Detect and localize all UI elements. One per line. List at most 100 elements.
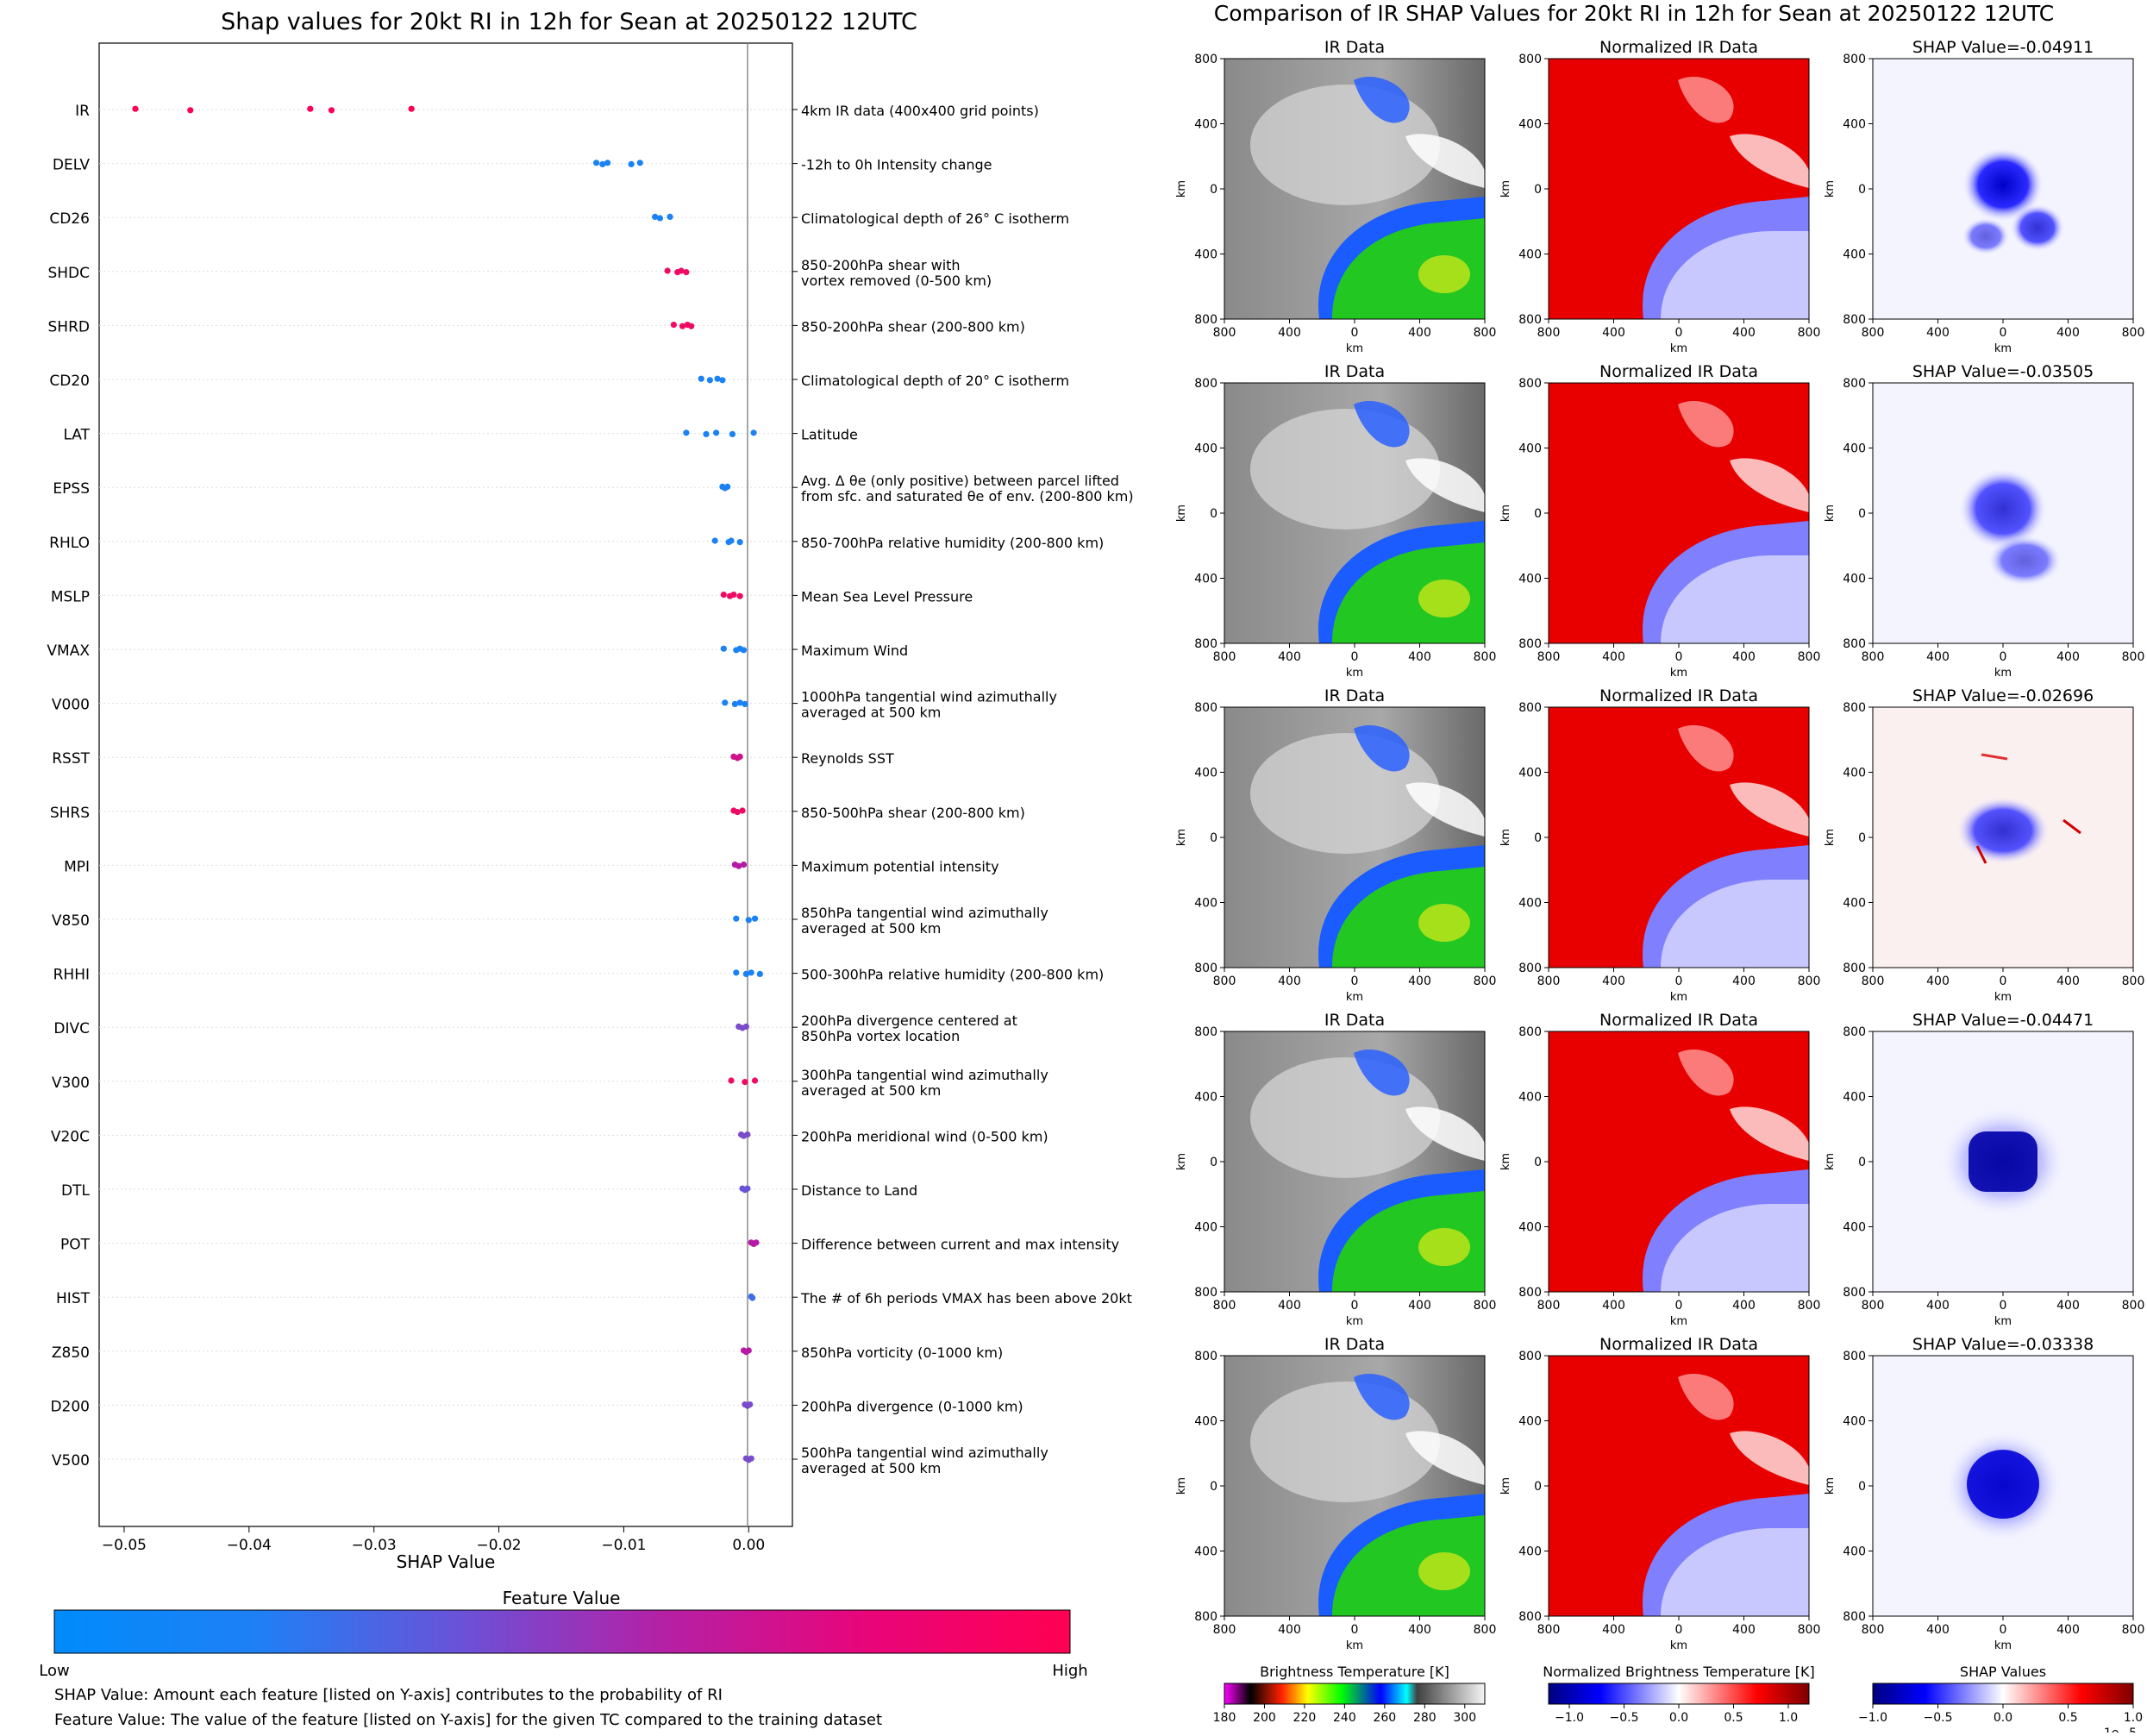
- x-tick-label: 0.00: [732, 1537, 765, 1554]
- panel-row: IR Data80080040040000400400800800kmkmNor…: [1175, 686, 2144, 1004]
- y-tick-label: 800: [1194, 1610, 1217, 1624]
- x-tick-label: 800: [1862, 975, 1885, 988]
- y-tick-label: 400: [1194, 1415, 1217, 1429]
- feature-label: MSLP: [51, 588, 90, 605]
- feature-label: MPI: [64, 858, 90, 875]
- ir-shap-comparison-chart: Comparison of IR SHAP Values for 20kt RI…: [1175, 1, 2144, 1736]
- x-tick-label: 400: [1278, 650, 1301, 664]
- shap-point: [750, 429, 757, 436]
- y-tick-label: 800: [1518, 377, 1542, 391]
- colorbar-tick-label: −0.5: [1924, 1711, 1953, 1725]
- y-axis-label: km: [1499, 180, 1512, 197]
- y-axis-label: km: [1824, 1153, 1837, 1170]
- shap-point: [734, 809, 741, 816]
- ir-cloud-band: [1354, 1374, 1410, 1420]
- feature-label: CD20: [49, 373, 90, 390]
- shap-point: [664, 267, 671, 274]
- y-tick-label: 0: [1858, 507, 1866, 521]
- colorbar-tick-label: −1.0: [1858, 1711, 1887, 1725]
- y-tick-label: 400: [1194, 767, 1217, 780]
- x-tick-label: 400: [1408, 650, 1431, 664]
- shap-panel-title: SHAP Value=-0.03338: [1912, 1335, 2094, 1354]
- x-axis-label: km: [1346, 1315, 1363, 1328]
- x-axis-label: km: [1994, 1639, 2012, 1652]
- feature-label: V20C: [51, 1128, 90, 1145]
- feature-label: D200: [50, 1398, 90, 1415]
- y-tick-label: 400: [1843, 1091, 1866, 1105]
- ir-bright-band: [1405, 1106, 1485, 1161]
- y-tick-label: 0: [1534, 1480, 1542, 1494]
- note-feature-value: Feature Value: The value of the feature …: [54, 1711, 882, 1729]
- y-tick-label: 800: [1843, 1610, 1866, 1624]
- y-tick-label: 400: [1194, 442, 1217, 456]
- colorbar-title: Feature Value: [503, 1588, 621, 1608]
- shap-point: [740, 647, 748, 654]
- y-tick-label: 400: [1843, 1415, 1866, 1429]
- x-tick-label: 800: [1474, 650, 1497, 664]
- y-tick-label: 400: [1194, 573, 1217, 586]
- y-tick-label: 800: [1194, 962, 1217, 975]
- shap-point: [744, 1131, 751, 1138]
- y-axis-label: km: [1499, 829, 1512, 846]
- y-tick-label: 800: [1194, 1025, 1217, 1039]
- y-axis-label: km: [1499, 505, 1512, 522]
- feature-label: V000: [52, 697, 90, 714]
- feature-descriptions: 4km IR data (400x400 grid points) -12h to…: [792, 103, 1134, 1476]
- feature-description: averaged at 500 km: [801, 1082, 941, 1099]
- y-tick-label: 0: [1210, 1480, 1217, 1494]
- shap-point: [678, 267, 685, 274]
- feature-label: Z850: [52, 1344, 90, 1362]
- ir-panel-title: IR Data: [1324, 38, 1385, 57]
- feature-description: 4km IR data (400x400 grid points): [801, 103, 1039, 119]
- x-tick-label: 800: [1474, 975, 1497, 988]
- panel-row: IR Data80080040040000400400800800kmkmNor…: [1175, 38, 2144, 355]
- feature-description: -12h to 0h Intensity change: [801, 157, 992, 173]
- ir-panel-title: IR Data: [1324, 686, 1385, 705]
- x-tick-label: 400: [2056, 1623, 2080, 1637]
- y-tick-label: 400: [1843, 1221, 1866, 1235]
- x-tick-label: 400: [1278, 1623, 1301, 1637]
- colorbar-tick-label: 1.0: [2124, 1711, 2143, 1725]
- feature-description: 850-200hPa shear (200-800 km): [801, 318, 1025, 335]
- x-tick-label: 400: [1926, 975, 1950, 988]
- ir-bright-band: [1405, 134, 1485, 188]
- ir-coldest-region: [1332, 1515, 1485, 1616]
- y-axis-labels: IR DELV CD26 SHDC SHRD CD20 LAT EPSS RHLO MSLP VMA…: [47, 103, 90, 1470]
- y-tick-label: 800: [1194, 313, 1217, 327]
- feature-label: SHRS: [50, 805, 90, 822]
- x-axis-label: km: [1346, 342, 1363, 355]
- x-tick-label: −0.03: [352, 1537, 397, 1554]
- norm-cloud-band: [1678, 1050, 1734, 1096]
- shap-point: [652, 213, 659, 220]
- norm-coldest-region: [1661, 1528, 1809, 1616]
- feature-description: 850-200hPa shear with: [801, 257, 961, 273]
- feature-description: Reynolds SST: [801, 750, 894, 767]
- x-tick-label: 800: [1862, 326, 1885, 340]
- feature-label: RSST: [52, 750, 90, 768]
- panel-row: IR Data80080040040000400400800800kmkmNor…: [1175, 1335, 2144, 1652]
- shap-blob: [1962, 217, 2010, 255]
- colorbar-tick-label: 300: [1453, 1711, 1476, 1725]
- feature-label: V850: [52, 912, 90, 930]
- ir-bright-band: [1405, 1431, 1485, 1485]
- y-tick-label: 400: [1194, 897, 1217, 911]
- normalized-panel-title: Normalized IR Data: [1599, 362, 1758, 381]
- x-tick-label: 0: [2000, 326, 2007, 340]
- ir-bright-band: [1405, 458, 1485, 512]
- shap-point: [742, 1079, 748, 1086]
- panel-row: IR Data80080040040000400400800800kmkmNor…: [1175, 362, 2144, 680]
- ir-panel-title: IR Data: [1324, 1335, 1385, 1354]
- feature-label: IR: [75, 103, 90, 120]
- shap-point: [744, 1185, 751, 1192]
- x-tick-label: 400: [1602, 1299, 1625, 1313]
- norm-cloud-band: [1678, 401, 1734, 448]
- comparison-title: Comparison of IR SHAP Values for 20kt RI…: [1214, 1, 2055, 26]
- x-tick-label: 400: [1732, 650, 1756, 664]
- x-tick-label: 400: [2056, 1299, 2080, 1313]
- shap-point: [736, 539, 743, 546]
- feature-label: DIVC: [53, 1020, 90, 1037]
- x-tick-label: 0: [1351, 326, 1359, 340]
- x-tick-label: 400: [1408, 975, 1431, 988]
- x-tick-label: 400: [1732, 975, 1756, 988]
- feature-label: RHHI: [53, 967, 90, 984]
